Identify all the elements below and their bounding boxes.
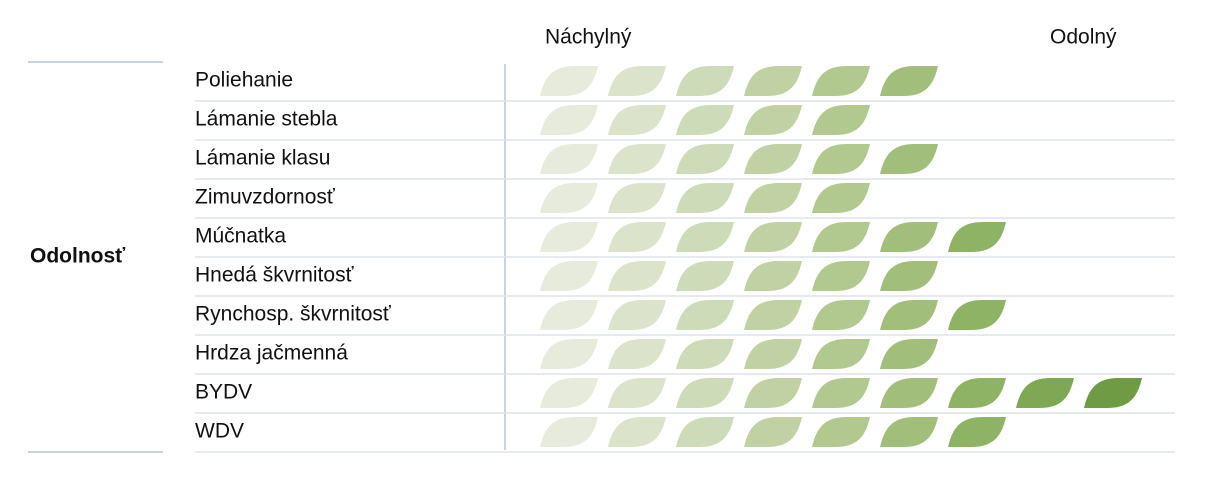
leaf xyxy=(608,300,666,330)
leaf xyxy=(676,261,734,291)
leaf xyxy=(608,339,666,369)
leaf xyxy=(540,300,598,330)
leaf xyxy=(608,222,666,252)
leaf xyxy=(608,66,666,96)
leaf xyxy=(812,378,870,408)
leaf xyxy=(608,144,666,174)
rating-leaves xyxy=(540,378,1142,408)
leaf xyxy=(676,144,734,174)
leaf xyxy=(540,417,598,447)
scale-label-high: Odolný xyxy=(1050,26,1117,49)
row-label: BYDV xyxy=(195,381,252,404)
leaf xyxy=(540,66,598,96)
leaf xyxy=(540,105,598,135)
rating-leaves xyxy=(540,222,1006,252)
leaf xyxy=(608,183,666,213)
leaf xyxy=(812,261,870,291)
leaf xyxy=(540,261,598,291)
scale-label-low: Náchylný xyxy=(545,26,632,49)
leaf xyxy=(812,417,870,447)
leaf xyxy=(880,144,938,174)
leaf xyxy=(540,378,598,408)
leaf xyxy=(540,339,598,369)
leaf xyxy=(540,144,598,174)
leaf xyxy=(608,417,666,447)
rating-leaves xyxy=(540,261,938,291)
leaf xyxy=(608,378,666,408)
rating-leaves xyxy=(540,105,870,135)
leaf xyxy=(948,222,1006,252)
leaf xyxy=(880,261,938,291)
leaf xyxy=(744,339,802,369)
row-label: Hrdza jačmenná xyxy=(195,342,348,365)
leaf xyxy=(676,339,734,369)
leaf xyxy=(540,222,598,252)
leaf xyxy=(1084,378,1142,408)
leaf xyxy=(880,300,938,330)
row-label: Hnedá škvrnitosť xyxy=(195,264,355,287)
leaf xyxy=(812,105,870,135)
leaf xyxy=(744,66,802,96)
row-label: Múčnatka xyxy=(195,225,286,248)
leaf xyxy=(880,222,938,252)
leaf xyxy=(608,105,666,135)
leaf xyxy=(744,144,802,174)
leaf xyxy=(744,222,802,252)
leaf xyxy=(744,378,802,408)
row-label: Zimuvzdornosť xyxy=(195,186,336,209)
leaf xyxy=(676,183,734,213)
leaf xyxy=(880,378,938,408)
leaf xyxy=(880,339,938,369)
row-label: Poliehanie xyxy=(195,69,293,92)
rating-leaves xyxy=(540,66,938,96)
leaf xyxy=(948,378,1006,408)
leaf xyxy=(812,222,870,252)
row-label: Lámanie stebla xyxy=(195,108,338,131)
row-label: Lámanie klasu xyxy=(195,147,330,170)
rating-leaves xyxy=(540,144,938,174)
leaf xyxy=(608,261,666,291)
leaf xyxy=(676,66,734,96)
rating-leaves xyxy=(540,300,1006,330)
leaf xyxy=(948,417,1006,447)
leaf xyxy=(676,222,734,252)
leaf xyxy=(676,300,734,330)
rating-leaves xyxy=(540,183,870,213)
row-label: WDV xyxy=(195,420,244,443)
leaf xyxy=(880,417,938,447)
leaf xyxy=(744,417,802,447)
leaf xyxy=(676,378,734,408)
leaf xyxy=(744,300,802,330)
rating-leaves xyxy=(540,339,938,369)
leaf xyxy=(880,66,938,96)
rating-leaves xyxy=(540,417,1006,447)
leaf xyxy=(676,417,734,447)
leaf xyxy=(744,105,802,135)
group-label: Odolnosť xyxy=(30,245,126,268)
leaf xyxy=(812,300,870,330)
row-label: Rynchosp. škvrnitosť xyxy=(195,303,392,326)
leaf xyxy=(812,183,870,213)
leaf xyxy=(744,183,802,213)
leaf xyxy=(676,105,734,135)
leaf xyxy=(812,339,870,369)
leaf xyxy=(812,66,870,96)
leaf xyxy=(948,300,1006,330)
leaf xyxy=(744,261,802,291)
leaf xyxy=(540,183,598,213)
leaf xyxy=(812,144,870,174)
leaf xyxy=(1016,378,1074,408)
